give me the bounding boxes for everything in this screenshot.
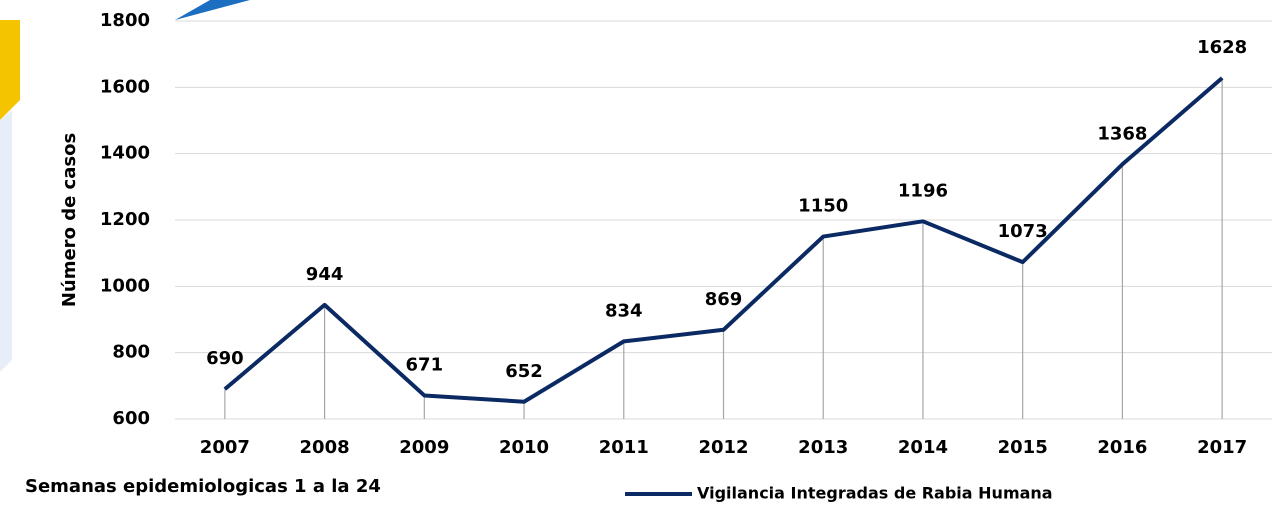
- y-tick-label: 1400: [100, 143, 150, 164]
- decoration: [0, 110, 12, 372]
- x-tick-label: 2016: [1097, 437, 1147, 458]
- data-label: 690: [206, 348, 244, 369]
- data-label: 1368: [1097, 123, 1147, 144]
- x-tick-label: 2008: [300, 437, 350, 458]
- y-tick-label: 1600: [100, 76, 150, 97]
- decoration: [0, 20, 20, 120]
- y-tick-label: 600: [112, 408, 150, 429]
- x-tick-label: 2013: [798, 437, 848, 458]
- data-label: 1196: [898, 180, 948, 201]
- y-tick-label: 1800: [100, 10, 150, 31]
- data-label: 1628: [1197, 37, 1247, 58]
- decoration: [175, 0, 250, 20]
- x-tick-label: 2010: [499, 437, 549, 458]
- y-tick-label: 1000: [100, 275, 150, 296]
- y-tick-label: 800: [112, 342, 150, 363]
- x-tick-label: 2017: [1197, 437, 1247, 458]
- data-label: 834: [605, 300, 643, 321]
- x-tick-label: 2007: [200, 437, 250, 458]
- series-line: [223, 76, 1224, 404]
- x-tick-label: 2009: [399, 437, 449, 458]
- note: Semanas epidemiologicas 1 a la 24: [25, 476, 381, 497]
- y-tick-label: 1200: [100, 209, 150, 230]
- x-tick-label: 2014: [898, 437, 948, 458]
- data-label: 1073: [998, 221, 1048, 242]
- data-label: 869: [705, 289, 743, 310]
- data-label: 944: [306, 264, 344, 285]
- data-label: 652: [505, 361, 543, 382]
- y-axis-label: Número de casos: [59, 133, 80, 307]
- x-tick-label: 2011: [599, 437, 649, 458]
- data-label: 671: [406, 354, 444, 375]
- x-tick-label: 2015: [998, 437, 1048, 458]
- data-label: 1150: [798, 196, 848, 217]
- x-tick-label: 2012: [698, 437, 748, 458]
- legend-label: Vigilancia Integradas de Rabia Humana: [697, 484, 1053, 503]
